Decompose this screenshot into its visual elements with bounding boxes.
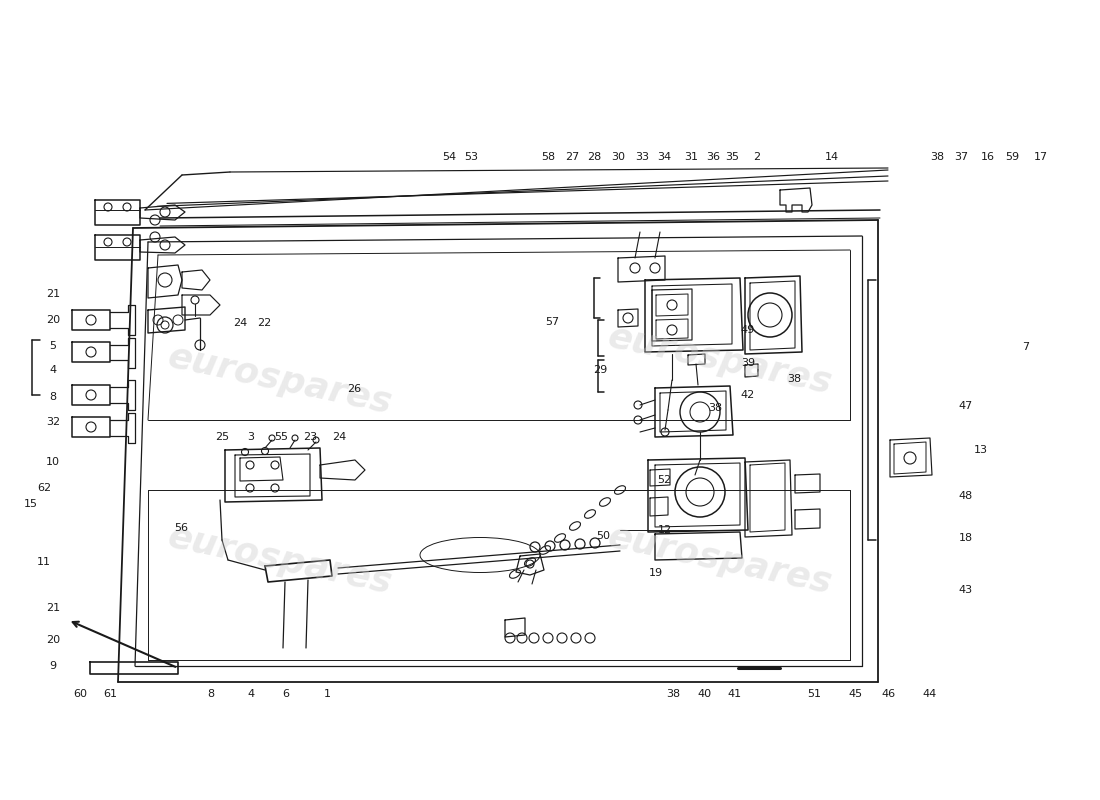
Text: 40: 40 [697, 690, 711, 699]
Text: 56: 56 [175, 523, 188, 533]
Text: eurospares: eurospares [165, 340, 395, 420]
Text: 24: 24 [233, 318, 246, 328]
Text: 43: 43 [959, 586, 972, 595]
Text: 41: 41 [728, 690, 741, 699]
Text: 6: 6 [283, 690, 289, 699]
Text: 21: 21 [46, 290, 59, 299]
Text: 36: 36 [706, 152, 719, 162]
Text: 38: 38 [708, 403, 722, 413]
Text: eurospares: eurospares [605, 520, 835, 600]
Text: 30: 30 [612, 152, 625, 162]
Text: 2: 2 [754, 152, 760, 162]
Text: 59: 59 [1005, 152, 1019, 162]
Text: 60: 60 [74, 690, 87, 699]
Text: 11: 11 [37, 557, 51, 566]
Text: 3: 3 [248, 432, 254, 442]
Text: 4: 4 [50, 365, 56, 374]
Text: 20: 20 [46, 315, 59, 325]
Text: 26: 26 [348, 384, 361, 394]
Text: 15: 15 [24, 499, 37, 509]
Text: 58: 58 [541, 152, 554, 162]
Text: eurospares: eurospares [605, 320, 835, 400]
Text: 5: 5 [50, 341, 56, 350]
Text: 46: 46 [882, 690, 895, 699]
Text: 48: 48 [959, 491, 972, 501]
Text: 33: 33 [636, 152, 649, 162]
Text: 29: 29 [594, 365, 607, 374]
Text: 10: 10 [46, 458, 59, 467]
Text: 34: 34 [658, 152, 671, 162]
Text: 53: 53 [464, 152, 477, 162]
Text: 4: 4 [248, 690, 254, 699]
Text: 31: 31 [684, 152, 697, 162]
Text: 49: 49 [741, 325, 755, 334]
Text: 44: 44 [923, 690, 936, 699]
Text: 7: 7 [1022, 342, 1028, 352]
Text: 8: 8 [50, 392, 56, 402]
Text: 42: 42 [741, 390, 755, 400]
Text: 50: 50 [596, 531, 609, 541]
Text: eurospares: eurospares [165, 520, 395, 600]
Text: 1: 1 [324, 690, 331, 699]
Text: 16: 16 [981, 152, 994, 162]
Text: 22: 22 [257, 318, 271, 328]
Text: 61: 61 [103, 690, 117, 699]
Text: 28: 28 [587, 152, 601, 162]
Text: 24: 24 [332, 432, 345, 442]
Text: 27: 27 [565, 152, 579, 162]
Text: 18: 18 [959, 533, 972, 542]
Text: 62: 62 [37, 483, 51, 493]
Text: 13: 13 [975, 445, 988, 454]
Text: 23: 23 [304, 432, 317, 442]
Text: 14: 14 [825, 152, 838, 162]
Text: 38: 38 [931, 152, 944, 162]
Text: 21: 21 [46, 603, 59, 613]
Text: 25: 25 [216, 432, 229, 442]
Text: 35: 35 [726, 152, 739, 162]
Text: 45: 45 [849, 690, 862, 699]
Text: 54: 54 [442, 152, 455, 162]
Text: 20: 20 [46, 635, 59, 645]
Text: 38: 38 [788, 374, 801, 384]
Text: 12: 12 [658, 525, 671, 534]
Text: 38: 38 [667, 690, 680, 699]
Text: 47: 47 [959, 402, 972, 411]
Text: 57: 57 [546, 317, 559, 326]
Text: 8: 8 [208, 690, 214, 699]
Text: 17: 17 [1034, 152, 1047, 162]
Text: 51: 51 [807, 690, 821, 699]
Text: 32: 32 [46, 418, 59, 427]
Text: 52: 52 [658, 475, 671, 485]
Text: 55: 55 [275, 432, 288, 442]
Text: 39: 39 [741, 358, 755, 368]
Text: 19: 19 [649, 568, 662, 578]
Text: 37: 37 [955, 152, 968, 162]
Text: 9: 9 [50, 661, 56, 670]
